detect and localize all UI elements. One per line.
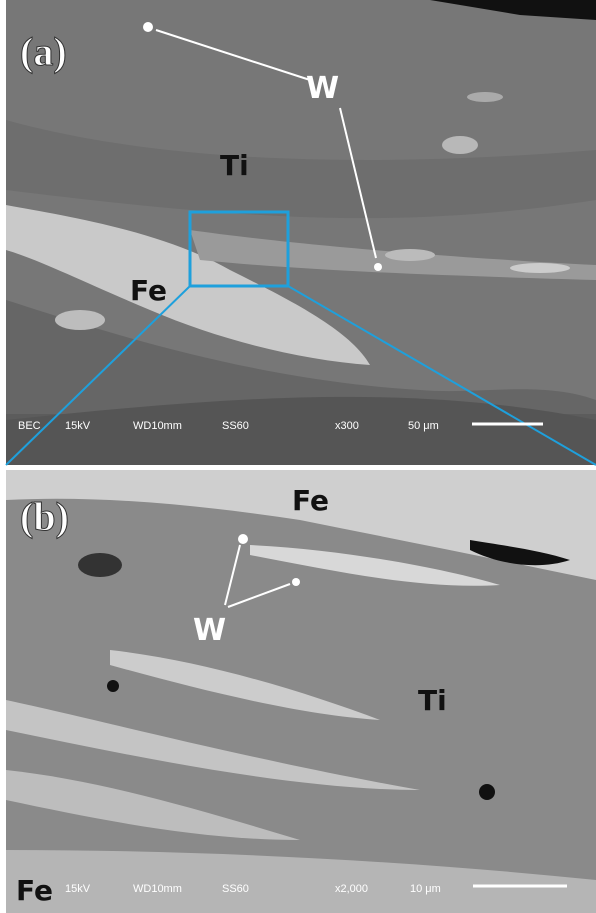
annotation: Fe [16, 874, 53, 907]
info-text: SS60 [222, 420, 249, 432]
annotation: Fe [292, 484, 329, 517]
figure: (a) W Ti Fe BEC 15kV WD10mm SS60 x300 50… [0, 0, 596, 913]
panel-a-image [6, 0, 596, 465]
info-text: x2,000 [335, 883, 368, 895]
info-text: SS60 [222, 883, 249, 895]
annotation: Ti [220, 149, 249, 182]
annotation: Ti [418, 684, 447, 717]
info-text: x300 [335, 420, 359, 432]
panel-b-image [6, 470, 596, 913]
annotation: W [306, 71, 339, 106]
info-text: WD10mm [133, 883, 182, 895]
info-text: 10 μm [410, 883, 441, 895]
info-text: BEC [18, 420, 41, 432]
panel-label: (b) [20, 494, 69, 539]
info-text: 50 μm [408, 420, 439, 432]
info-text: 15kV [65, 883, 91, 895]
annotation: W [193, 613, 226, 648]
annotation: Fe [130, 274, 167, 307]
info-text: WD10mm [133, 420, 182, 432]
panel-label: (a) [20, 29, 67, 74]
info-text: 15kV [65, 420, 91, 432]
